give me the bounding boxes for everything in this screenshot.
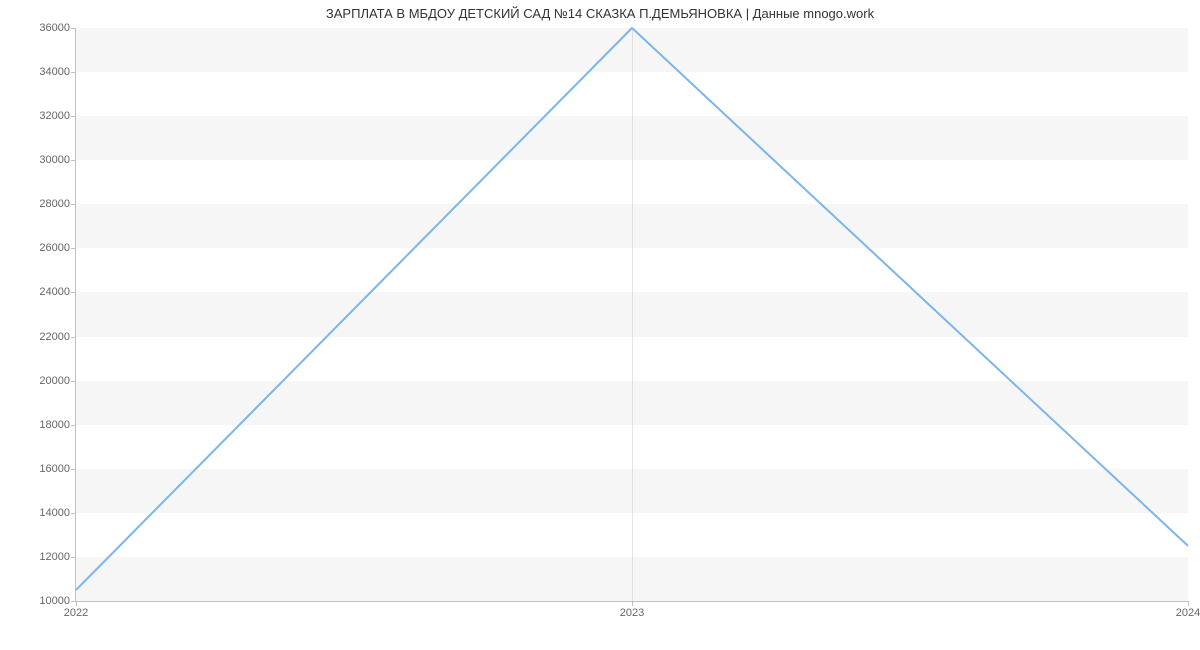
y-tick-label: 12000 bbox=[39, 551, 76, 563]
y-tick-label: 16000 bbox=[39, 463, 76, 475]
x-tick-label: 2024 bbox=[1176, 601, 1200, 619]
chart-title: ЗАРПЛАТА В МБДОУ ДЕТСКИЙ САД №14 СКАЗКА … bbox=[0, 6, 1200, 21]
x-tick-label: 2023 bbox=[620, 601, 644, 619]
plot-area: 1000012000140001600018000200002200024000… bbox=[75, 28, 1188, 602]
y-tick-label: 20000 bbox=[39, 375, 76, 387]
x-tick-label: 2022 bbox=[64, 601, 88, 619]
y-tick-label: 18000 bbox=[39, 419, 76, 431]
y-tick-label: 26000 bbox=[39, 242, 76, 254]
x-gridline bbox=[632, 28, 633, 601]
y-tick-label: 28000 bbox=[39, 198, 76, 210]
y-tick-label: 30000 bbox=[39, 154, 76, 166]
salary-line-chart: ЗАРПЛАТА В МБДОУ ДЕТСКИЙ САД №14 СКАЗКА … bbox=[0, 0, 1200, 650]
y-tick-label: 14000 bbox=[39, 507, 76, 519]
y-tick-label: 32000 bbox=[39, 110, 76, 122]
y-tick-label: 22000 bbox=[39, 331, 76, 343]
y-tick-label: 36000 bbox=[39, 22, 76, 34]
y-tick-label: 24000 bbox=[39, 286, 76, 298]
y-tick-label: 34000 bbox=[39, 66, 76, 78]
